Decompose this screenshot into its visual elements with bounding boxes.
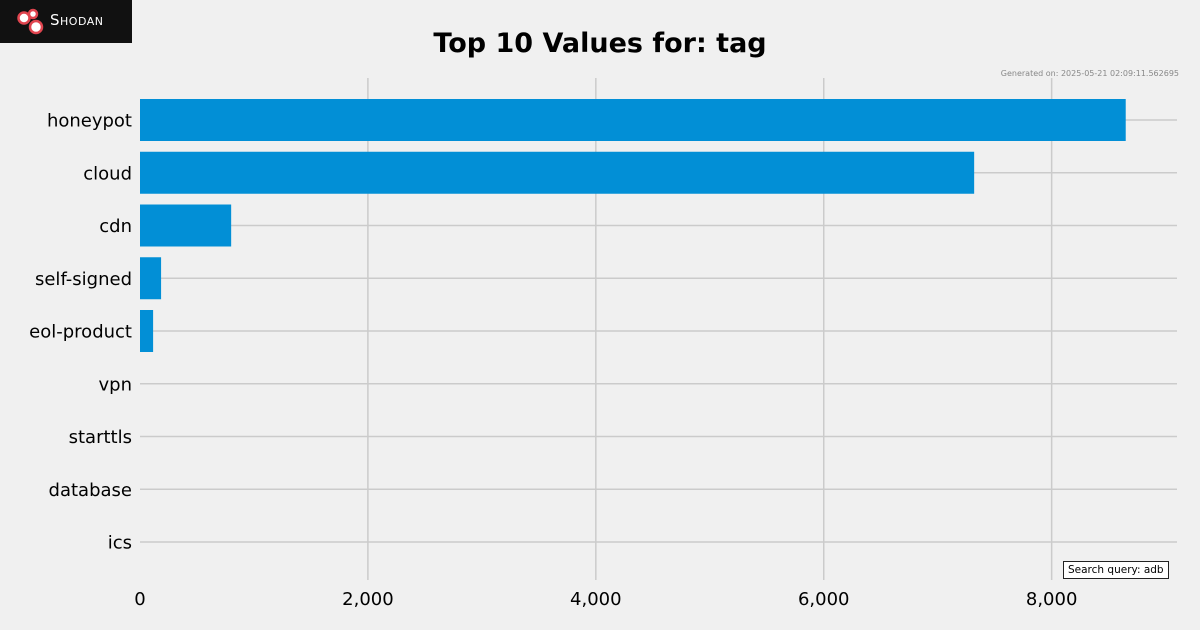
shodan-logo: Shodan [0,0,132,43]
bar-cdn [140,204,232,247]
generated-timestamp: Generated on: 2025-05-21 02:09:11.562695 [1000,69,1179,78]
shodan-logo-icon [17,8,44,35]
category-label: eol-product [29,322,132,343]
chart-title: Top 10 Values for: tag [433,28,767,59]
x-tick-label: 0 [134,589,145,610]
category-label: starttls [69,427,132,448]
logo-text: Shodan [50,11,104,29]
category-label: cdn [99,216,132,237]
x-tick-label: 8,000 [1026,589,1078,610]
bar-layer [140,99,1126,352]
category-label: vpn [99,374,133,395]
category-label: database [49,480,132,501]
x-tick-label: 2,000 [342,589,394,610]
category-label: self-signed [35,269,132,290]
search-query-box: Search query: adb [1063,561,1169,579]
x-tick-label: 6,000 [798,589,850,610]
category-label: cloud [83,163,132,184]
bar-eol-product [140,310,154,352]
category-label: honeypot [47,111,132,132]
x-tick-label: 4,000 [570,589,622,610]
bar-self-signed [140,257,162,300]
label-layer: 0 2,000 4,000 6,000 8,000 honeypot cloud cdn sel… [29,111,1077,611]
bar-cloud [140,151,975,194]
bar-honeypot [140,99,1126,141]
category-label: ics [108,533,132,554]
